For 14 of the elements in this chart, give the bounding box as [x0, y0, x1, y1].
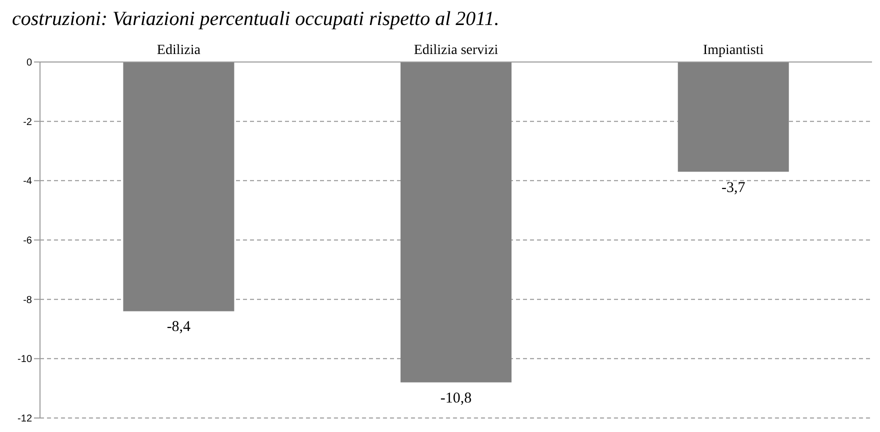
data-label: -3,7: [721, 180, 746, 196]
y-tick-label: -12: [18, 414, 32, 425]
chart-title: costruzioni: Variazioni percentuali occupati rispetto al 2011.: [11, 8, 500, 30]
y-tick-label: -2: [23, 116, 32, 128]
y-tick-label: -10: [18, 354, 32, 366]
y-tick-label: 0: [26, 58, 32, 69]
data-label: -8,4: [166, 319, 192, 336]
y-tick-label: -4: [23, 176, 32, 188]
y-tick-label: -8: [23, 294, 32, 306]
data-label: -10,8: [440, 390, 472, 406]
x-tick-label: Edilizia servizi: [414, 43, 498, 58]
y-tick-label: -6: [23, 236, 32, 247]
x-tick-label: Edilizia: [156, 43, 202, 58]
x-tick-label: Impiantisti: [702, 43, 764, 58]
